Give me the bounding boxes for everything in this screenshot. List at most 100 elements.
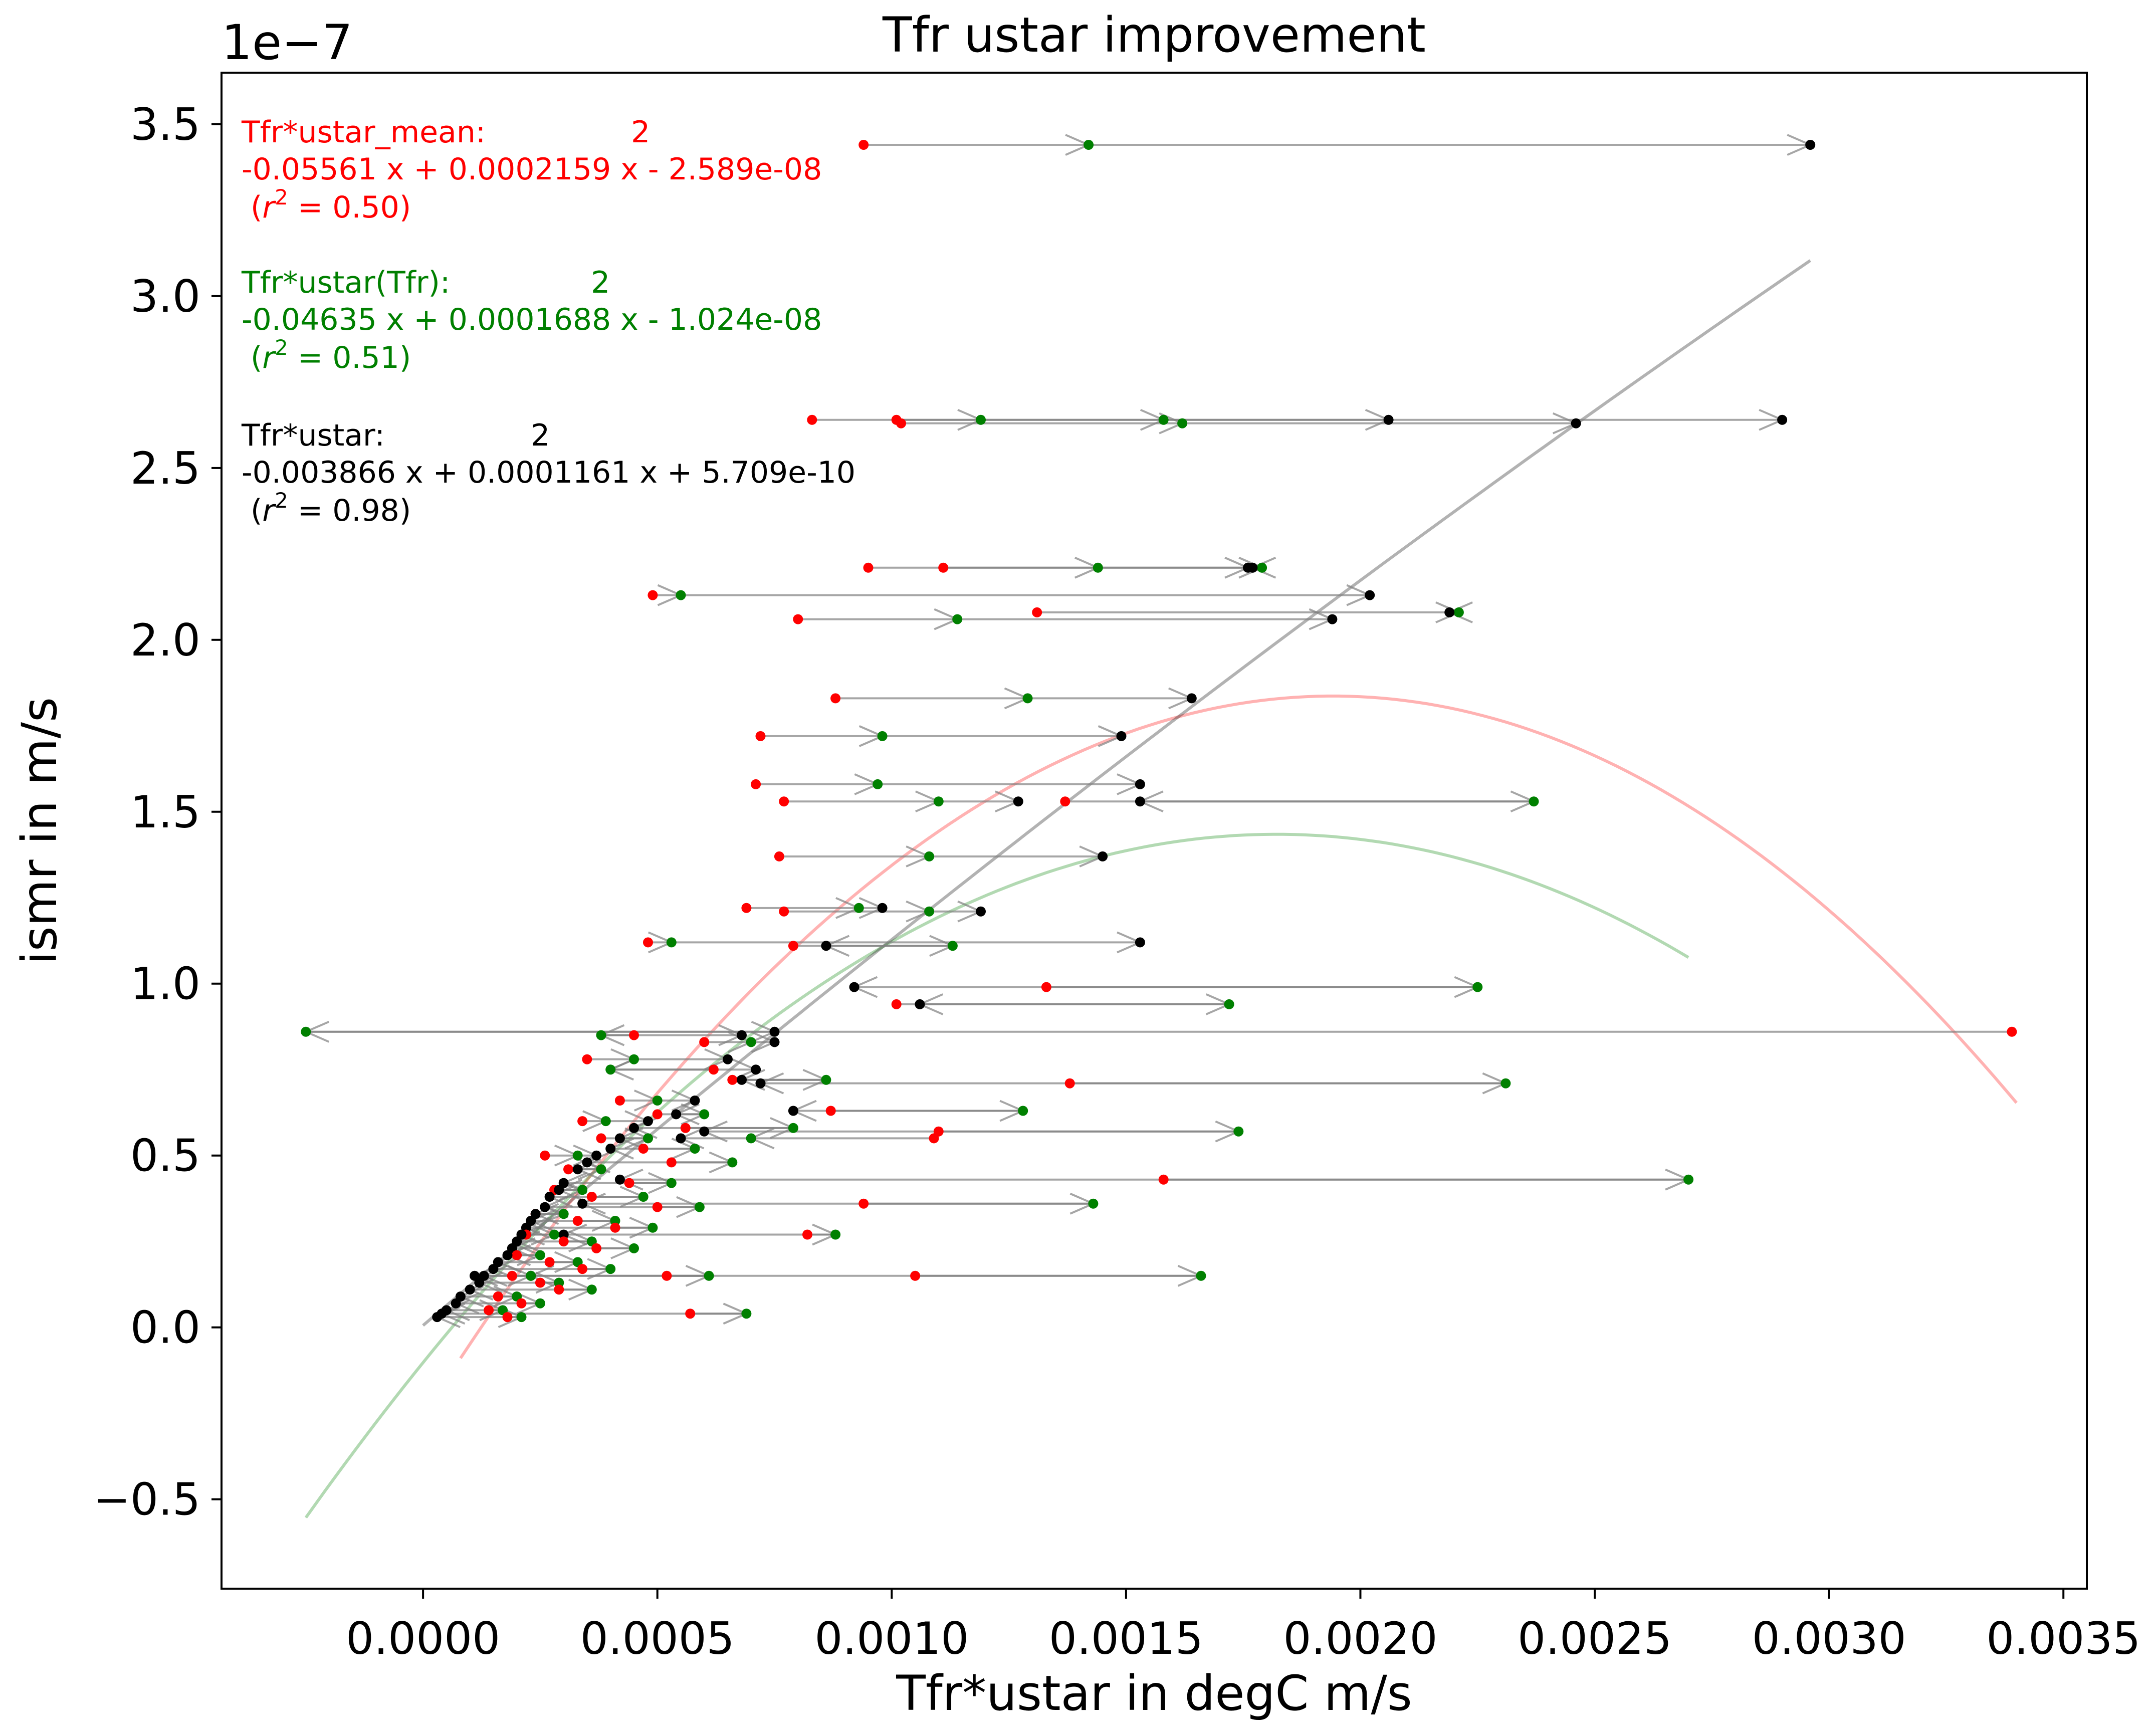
y-tick-label: 2.0 <box>130 614 200 666</box>
point-tfr <box>1158 414 1169 425</box>
point-ustar <box>1135 796 1145 807</box>
point-mean <box>629 1030 639 1040</box>
point-ustar <box>558 1229 569 1240</box>
y-tick-label: 1.5 <box>130 786 200 838</box>
point-mean <box>680 1123 691 1133</box>
point-tfr <box>1018 1106 1028 1116</box>
point-tfr <box>577 1185 588 1195</box>
point-mean <box>638 1144 649 1154</box>
point-ustar <box>1116 731 1127 741</box>
point-mean <box>1158 1174 1169 1185</box>
point-mean <box>624 1178 634 1188</box>
y-tick-label: 3.5 <box>130 99 200 150</box>
point-tfr <box>830 1229 841 1240</box>
annotation-label-ustar: Tfr*ustar: <box>241 418 385 453</box>
point-tfr <box>1177 418 1188 428</box>
plot-background <box>222 73 2087 1589</box>
point-mean <box>1064 1078 1075 1089</box>
chart-title: Tfr ustar improvement <box>882 7 1426 63</box>
axes-frame <box>221 72 2088 1590</box>
point-ustar <box>451 1298 461 1309</box>
point-tfr <box>788 1123 798 1133</box>
point-tfr <box>853 903 864 913</box>
point-tfr <box>1529 796 1539 807</box>
point-mean <box>858 1198 869 1209</box>
point-ustar <box>751 1064 761 1075</box>
annotation-label-tfr: Tfr*ustar(Tfr): <box>241 265 450 300</box>
point-ustar <box>1247 562 1258 573</box>
point-ustar <box>614 1174 625 1185</box>
y-tick-label: 3.0 <box>130 271 200 322</box>
point-mean <box>793 614 803 624</box>
point-ustar <box>1098 851 1108 861</box>
x-tick-label: 0.0000 <box>346 1613 500 1664</box>
point-tfr <box>1224 999 1234 1009</box>
annotation-equation-mean: -0.05561 x + 0.0002159 x - 2.589e-08 <box>242 152 822 187</box>
point-mean <box>666 1157 677 1168</box>
point-mean <box>685 1309 696 1319</box>
point-mean <box>648 590 658 600</box>
y-axis-label: ismr in m/s <box>12 697 68 965</box>
x-tick-label: 0.0010 <box>814 1613 969 1664</box>
x-tick-label: 0.0025 <box>1518 1613 1672 1664</box>
point-tfr <box>877 731 888 741</box>
point-tfr <box>1022 693 1033 704</box>
point-tfr <box>947 941 958 951</box>
point-tfr <box>610 1216 620 1226</box>
annotation-label-mean: Tfr*ustar_mean: <box>241 115 486 150</box>
point-ustar <box>1186 693 1197 704</box>
point-ustar <box>699 1126 710 1137</box>
point-mean <box>891 999 902 1009</box>
y-axis-ticks: −0.5 0.0 0.5 1.0 1.5 2.0 2.5 3.0 3.5 <box>93 99 222 1526</box>
point-tfr <box>924 851 935 861</box>
annotation-r2-ustar: (r2 = 0.98) <box>251 488 411 528</box>
point-tfr <box>666 1178 677 1188</box>
point-ustar <box>577 1198 588 1209</box>
point-mean <box>751 779 761 789</box>
point-mean <box>825 1106 836 1116</box>
point-tfr <box>596 1030 606 1040</box>
point-mean <box>558 1236 569 1247</box>
point-tfr <box>1084 140 1094 150</box>
point-tfr <box>1500 1078 1511 1089</box>
point-ustar <box>769 1026 780 1037</box>
point-mean <box>727 1074 738 1085</box>
point-mean <box>652 1202 663 1212</box>
point-tfr <box>924 906 935 917</box>
x-tick-label: 0.0005 <box>580 1613 735 1664</box>
point-tfr <box>952 614 963 624</box>
point-tfr <box>676 590 686 600</box>
point-tfr <box>535 1250 545 1260</box>
annotation-equation-tfr: -0.04635 x + 0.0001688 x - 1.024e-08 <box>242 302 822 337</box>
point-tfr <box>600 1116 611 1127</box>
point-ustar <box>737 1030 747 1040</box>
point-tfr <box>605 1064 616 1075</box>
point-ustar <box>629 1123 639 1133</box>
point-mean <box>896 418 906 428</box>
point-tfr <box>554 1277 564 1288</box>
x-tick-label: 0.0030 <box>1752 1613 1906 1664</box>
point-tfr <box>666 937 677 948</box>
point-tfr <box>586 1284 597 1295</box>
point-ustar <box>502 1250 513 1260</box>
point-ustar <box>976 906 986 917</box>
point-tfr <box>1093 562 1103 573</box>
point-mean <box>540 1150 550 1161</box>
point-tfr <box>976 414 986 425</box>
point-mean <box>586 1192 597 1202</box>
point-mean <box>662 1270 672 1281</box>
point-tfr <box>535 1298 545 1309</box>
point-ustar <box>915 999 925 1009</box>
point-mean <box>614 1096 625 1106</box>
fit-curve-mean <box>459 694 2018 1359</box>
point-tfr <box>727 1157 738 1168</box>
point-mean <box>493 1291 503 1301</box>
y-tick-label: 2.5 <box>130 443 200 494</box>
annotation-exponent-ustar: 2 <box>531 418 550 453</box>
point-tfr <box>301 1026 311 1037</box>
y-tick-label: 1.0 <box>130 958 200 1010</box>
point-ustar <box>1135 937 1145 948</box>
point-tfr <box>1453 607 1464 617</box>
point-mean <box>858 140 869 150</box>
